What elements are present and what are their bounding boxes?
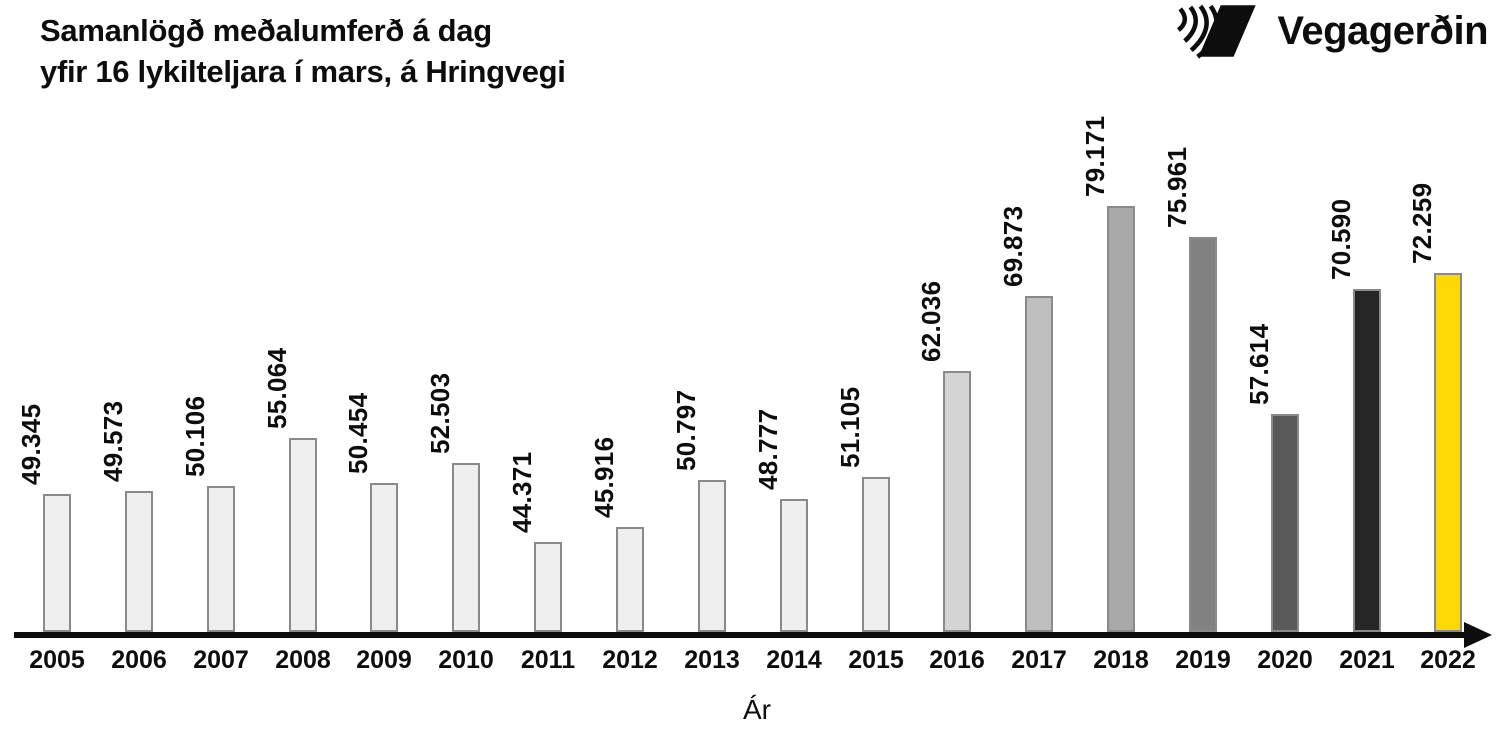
- bar-value-label-2019: 75.961: [1162, 146, 1192, 228]
- bar-2021: [1353, 289, 1381, 632]
- bar-2016: [943, 371, 971, 632]
- x-tick-2010: 2010: [438, 646, 494, 674]
- bar-value-label-2015: 51.105: [835, 386, 865, 468]
- x-axis-title: Ár: [743, 694, 771, 725]
- brand: Vegagerðin: [1171, 0, 1488, 62]
- bar-2010: [452, 463, 480, 632]
- bar-value-label-2009: 50.454: [343, 392, 373, 474]
- x-tick-2014: 2014: [766, 646, 822, 674]
- vegagerdin-logo-icon: [1177, 4, 1257, 59]
- bar-2008: [289, 438, 317, 632]
- x-tick-2007: 2007: [193, 646, 249, 674]
- bar-value-label-2021: 70.590: [1326, 198, 1356, 280]
- x-tick-2017: 2017: [1011, 646, 1067, 674]
- bar-value-label-2014: 48.777: [753, 408, 783, 490]
- bar-2022: [1434, 273, 1462, 632]
- bar-2014: [780, 499, 808, 632]
- bar-value-label-2022: 72.259: [1407, 182, 1437, 264]
- x-tick-2009: 2009: [356, 646, 412, 674]
- bar-2006: [125, 491, 153, 632]
- bar-value-label-2006: 49.573: [98, 400, 128, 482]
- x-tick-2019: 2019: [1175, 646, 1231, 674]
- bar-2013: [698, 480, 726, 632]
- x-axis-arrow-icon: [1464, 622, 1492, 648]
- bar-value-label-2007: 50.106: [180, 395, 210, 477]
- x-tick-2021: 2021: [1339, 646, 1395, 674]
- x-tick-2018: 2018: [1093, 646, 1149, 674]
- bar-2011: [534, 542, 562, 632]
- x-tick-2008: 2008: [275, 646, 331, 674]
- bar-2017: [1025, 296, 1053, 632]
- bar-value-label-2020: 57.614: [1244, 323, 1274, 405]
- x-tick-2011: 2011: [520, 646, 576, 674]
- x-tick-2015: 2015: [848, 646, 904, 674]
- bar-value-label-2012: 45.916: [589, 436, 619, 518]
- bar-value-label-2008: 55.064: [262, 347, 292, 429]
- x-tick-2012: 2012: [602, 646, 658, 674]
- bar-value-label-2018: 79.171: [1080, 115, 1110, 197]
- bar-2005: [43, 494, 71, 632]
- bar-2018: [1107, 206, 1135, 632]
- bar-value-label-2010: 52.503: [425, 372, 455, 454]
- brand-name: Vegagerðin: [1277, 8, 1488, 53]
- bar-value-label-2005: 49.345: [16, 403, 46, 485]
- bar-2019: [1189, 237, 1217, 632]
- bar-2015: [862, 477, 890, 632]
- x-tick-2005: 2005: [29, 646, 85, 674]
- bar-2020: [1271, 414, 1299, 632]
- bar-value-label-2016: 62.036: [916, 280, 946, 362]
- x-tick-2020: 2020: [1257, 646, 1313, 674]
- x-tick-2013: 2013: [684, 646, 740, 674]
- chart-title-line2: yfir 16 lykilteljara í mars, á Hringvegi: [40, 54, 566, 89]
- bar-2007: [207, 486, 235, 632]
- bar-2009: [370, 483, 398, 632]
- x-tick-2006: 2006: [111, 646, 167, 674]
- chart-title-line1: Samanlögð meðalumferð á dag: [40, 13, 492, 48]
- chart-title: Samanlögð meðalumferð á dag yfir 16 lyki…: [40, 10, 566, 92]
- bar-value-label-2017: 69.873: [998, 205, 1028, 287]
- bar-value-label-2013: 50.797: [671, 389, 701, 471]
- bar-value-label-2011: 44.371: [507, 451, 537, 533]
- x-axis-line: [14, 632, 1468, 638]
- x-tick-2016: 2016: [929, 646, 985, 674]
- x-tick-2022: 2022: [1420, 646, 1476, 674]
- bar-2012: [616, 527, 644, 632]
